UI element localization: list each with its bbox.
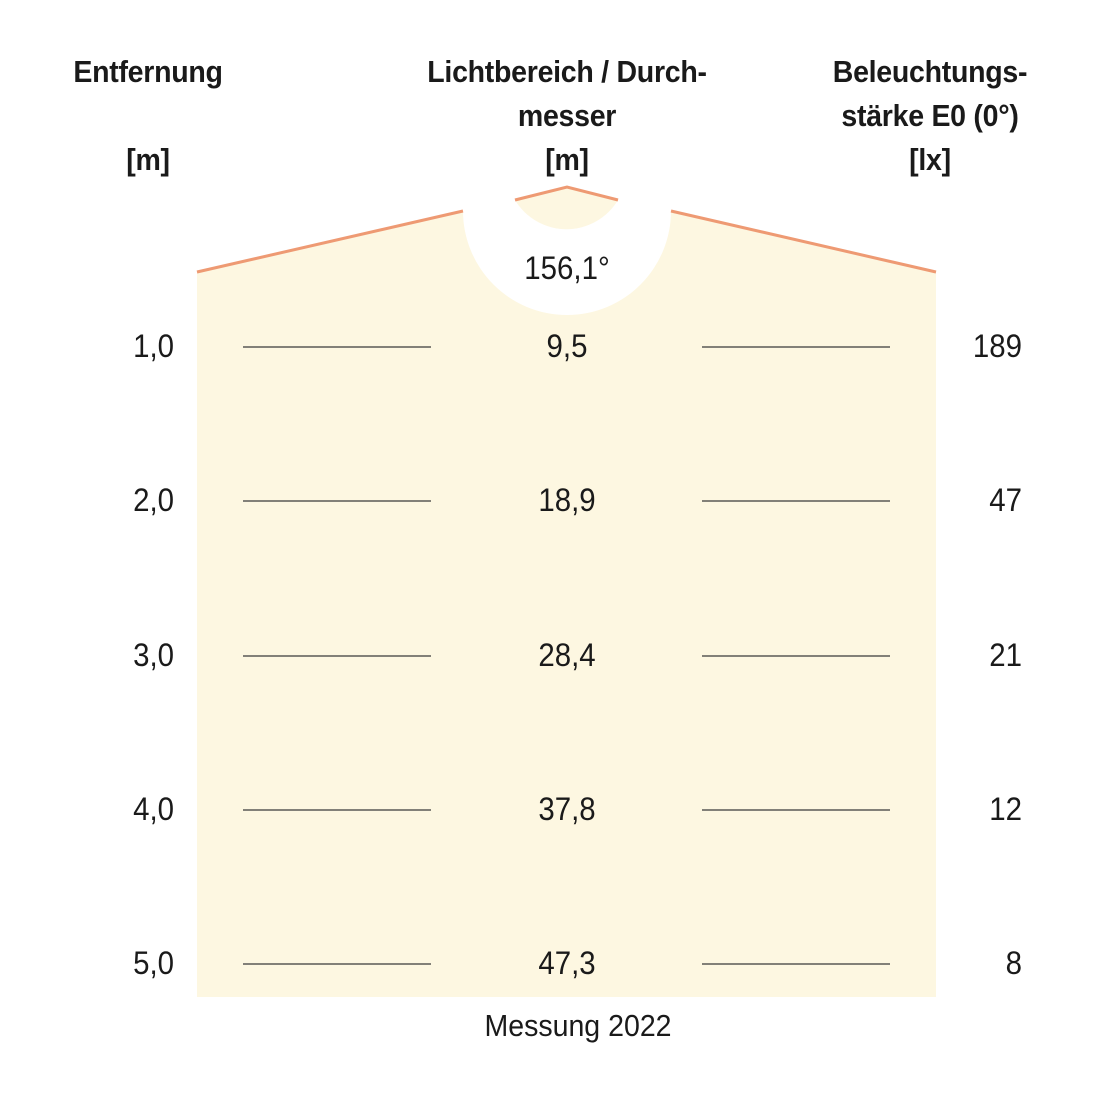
illuminance-header-line-1: Beleuchtungs- (832, 54, 1028, 89)
distance-value: 4,0 (133, 791, 174, 827)
illuminance-header-line-2: stärke E0 (0°) (841, 98, 1019, 133)
diameter-header-unit: [m] (545, 142, 589, 177)
illuminance-value: 189 (972, 328, 1022, 364)
diameter-value: 9,5 (546, 328, 588, 364)
diameter-value: 37,8 (538, 791, 596, 827)
illuminance-header-unit: [lx] (909, 142, 951, 177)
diameter-value: 47,3 (538, 945, 596, 981)
diameter-header-line-1: Lichtbereich / Durch- (427, 54, 707, 89)
distance-header-line-1: Entfernung (73, 54, 223, 89)
diameter-column-header: Lichtbereich / Durch- messer [m] (406, 50, 728, 182)
illuminance-column-header: Beleuchtungs- stärke E0 (0°) [lx] (792, 50, 1068, 182)
beam-edge-right (670, 209, 937, 274)
distance-header-unit: [m] (126, 142, 170, 177)
distance-value: 1,0 (133, 328, 174, 364)
measurement-caption: Messung 2022 (484, 1008, 672, 1043)
light-cone-area (197, 211, 936, 997)
distance-value: 2,0 (133, 482, 174, 518)
illuminance-value: 8 (1005, 945, 1022, 981)
beam-angle-edge (514, 185, 619, 202)
beam-angle-label: 156,1° (524, 250, 610, 286)
diameter-value: 18,9 (538, 482, 596, 518)
illuminance-value: 47 (989, 482, 1022, 518)
diameter-header-line-2: messer (517, 98, 617, 133)
distance-value: 3,0 (133, 637, 174, 673)
beam-edge-left (196, 209, 464, 274)
illuminance-value: 12 (989, 791, 1022, 827)
beam-angle-wedge (515, 187, 618, 230)
distance-value: 5,0 (133, 945, 174, 981)
distance-column-header: Entfernung [m] (56, 50, 240, 182)
diameter-value: 28,4 (538, 637, 596, 673)
illuminance-value: 21 (989, 637, 1022, 673)
leader-lines (243, 346, 890, 965)
